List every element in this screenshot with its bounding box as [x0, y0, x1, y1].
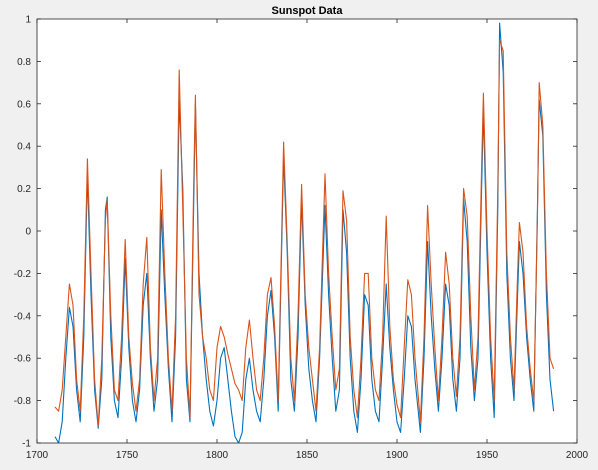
series-line-1	[54, 22, 555, 443]
y-tick-label: -0.4	[14, 311, 32, 322]
y-tick-label: 1	[25, 15, 31, 26]
x-tick-label: 1750	[116, 450, 139, 461]
x-tick-label: 1850	[296, 450, 319, 461]
y-tick-label: 0.8	[17, 57, 31, 68]
x-tick-label: 1800	[206, 450, 229, 461]
y-tick-label: -0.6	[14, 354, 32, 365]
y-tick-label: 0.2	[17, 184, 31, 195]
y-tick-label: -0.2	[14, 269, 32, 280]
x-tick-label: 1700	[26, 450, 49, 461]
series-line-2	[54, 39, 555, 427]
y-tick-label: 0	[25, 227, 31, 238]
y-tick-label: 0.6	[17, 99, 31, 110]
chart-title: Sunspot Data	[272, 5, 344, 17]
y-tick-label: -1	[22, 439, 31, 450]
axes-ticks: 1700 1750 1800 1850 1900 1950 2000 -1 -0.8 -0.6 -0…	[14, 15, 589, 462]
series-layer	[54, 22, 555, 443]
x-tick-label: 1900	[386, 450, 409, 461]
x-tick-label: 1950	[476, 450, 499, 461]
y-tick-label: 0.4	[17, 142, 31, 153]
plot-area	[37, 19, 577, 443]
y-tick-label: -0.8	[14, 396, 32, 407]
x-tick-label: 2000	[566, 450, 589, 461]
